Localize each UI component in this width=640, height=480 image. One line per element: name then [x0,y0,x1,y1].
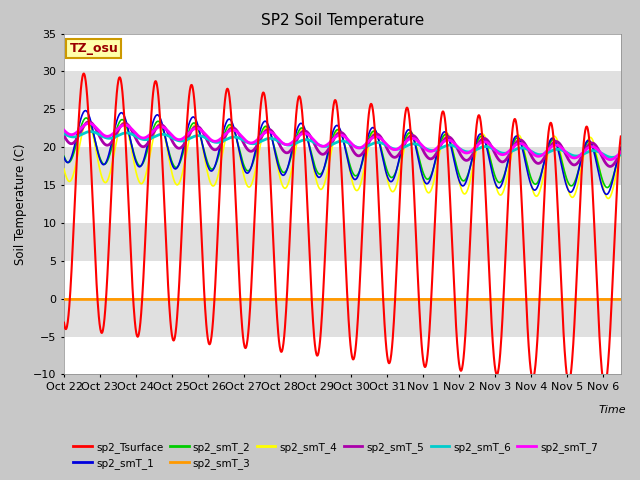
Line: sp2_Tsurface: sp2_Tsurface [64,73,621,386]
sp2_Tsurface [272,288,280,294]
sp2_smT_7 [543,147,551,153]
sp2_Tsurface [543,141,551,147]
sp2_smT_5 [161,124,168,130]
Bar [64,336,621,374]
sp2_smT_1 [60,155,68,160]
sp2_Tsurface [80,71,88,76]
sp2_smT_3 [481,297,489,302]
sp2_Tsurface [221,97,229,103]
sp2_smT_2 [161,131,168,137]
Bar [64,223,621,261]
sp2_smT_3 [60,297,68,302]
sp2_smT_4 [60,166,68,172]
sp2_smT_1 [161,130,168,135]
Bar [64,261,621,299]
sp2_smT_7 [272,133,280,139]
sp2_smT_7 [221,132,229,137]
sp2_smT_2 [604,185,611,191]
sp2_smT_4 [161,132,168,138]
sp2_smT_7 [607,157,614,163]
Bar [64,147,621,185]
sp2_smT_2 [83,115,90,121]
sp2_smT_3 [271,297,279,302]
sp2_smT_1 [272,152,280,158]
sp2_smT_4 [171,180,179,185]
sp2_Tsurface [601,383,609,389]
sp2_smT_7 [617,149,625,155]
sp2_smT_3 [221,297,228,302]
sp2_smT_5 [171,143,179,148]
Bar [64,34,621,72]
sp2_smT_5 [482,136,490,142]
sp2_smT_4 [221,138,229,144]
sp2_smT_6 [87,129,95,134]
sp2_Tsurface [161,203,168,208]
sp2_Tsurface [617,133,625,139]
sp2_smT_1 [221,123,229,129]
sp2_smT_1 [603,192,611,197]
sp2_smT_5 [60,132,68,138]
sp2_smT_3 [617,297,625,302]
Line: sp2_smT_7: sp2_smT_7 [64,123,621,160]
sp2_smT_2 [272,149,280,155]
sp2_smT_4 [482,135,490,141]
Bar [64,185,621,223]
sp2_smT_5 [272,134,280,140]
Bar [64,109,621,147]
sp2_smT_1 [171,166,179,172]
sp2_smT_4 [617,148,625,154]
sp2_smT_1 [482,141,490,146]
sp2_smT_3 [160,297,168,302]
sp2_smT_6 [543,150,551,156]
sp2_smT_2 [617,146,625,152]
sp2_Tsurface [60,320,68,325]
sp2_smT_7 [85,120,93,126]
sp2_smT_6 [272,137,280,143]
sp2_smT_2 [543,147,551,153]
Line: sp2_smT_2: sp2_smT_2 [64,118,621,188]
sp2_smT_5 [85,119,93,125]
sp2_smT_7 [161,125,168,131]
sp2_smT_6 [161,132,168,137]
Text: TZ_osu: TZ_osu [70,42,118,55]
sp2_smT_5 [543,149,551,155]
sp2_smT_6 [221,137,229,143]
sp2_smT_1 [617,144,625,150]
sp2_smT_3 [171,297,179,302]
Line: sp2_smT_6: sp2_smT_6 [64,132,621,157]
Line: sp2_smT_4: sp2_smT_4 [64,121,621,198]
sp2_smT_6 [171,136,179,142]
sp2_smT_2 [171,164,179,170]
sp2_Tsurface [171,335,179,340]
sp2_smT_4 [83,119,91,124]
sp2_smT_7 [482,139,490,145]
sp2_smT_2 [221,130,229,135]
Legend: sp2_Tsurface, sp2_smT_1, sp2_smT_2, sp2_smT_3, sp2_smT_4, sp2_smT_5, sp2_smT_6, : sp2_Tsurface, sp2_smT_1, sp2_smT_2, sp2_… [69,438,602,473]
Line: sp2_smT_1: sp2_smT_1 [64,110,621,194]
Line: sp2_smT_5: sp2_smT_5 [64,122,621,167]
sp2_smT_6 [60,131,68,136]
sp2_Tsurface [482,192,490,198]
sp2_smT_6 [617,152,625,157]
sp2_smT_1 [543,145,551,151]
sp2_smT_6 [609,155,616,160]
sp2_smT_3 [543,297,551,302]
sp2_smT_5 [221,134,229,140]
Text: Time: Time [599,405,627,415]
Bar [64,72,621,109]
sp2_smT_1 [81,108,89,113]
sp2_smT_4 [272,153,280,158]
sp2_smT_6 [482,144,490,149]
sp2_smT_5 [617,149,625,155]
Y-axis label: Soil Temperature (C): Soil Temperature (C) [15,143,28,265]
sp2_smT_2 [482,140,490,145]
Title: SP2 Soil Temperature: SP2 Soil Temperature [260,13,424,28]
sp2_smT_4 [543,153,551,158]
sp2_smT_5 [607,164,614,169]
sp2_smT_7 [60,127,68,133]
sp2_smT_4 [605,195,612,201]
Bar [64,299,621,336]
sp2_smT_2 [60,153,68,159]
sp2_smT_7 [171,135,179,141]
